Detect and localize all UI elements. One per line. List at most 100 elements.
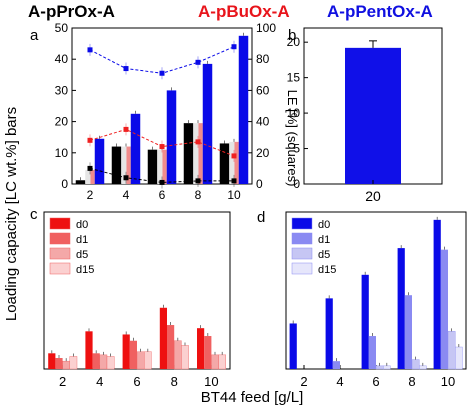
panel-c-bar bbox=[159, 307, 167, 369]
panel-d-bar bbox=[404, 295, 412, 369]
panel-c-legend-label: d5 bbox=[76, 249, 88, 261]
panel-b-ytick-label: 5 bbox=[293, 142, 300, 156]
panel-a-xtick-label: 10 bbox=[227, 188, 241, 202]
panel-c-bar bbox=[136, 351, 145, 370]
panel-a-bar-shade bbox=[198, 123, 203, 184]
header-label-pbuox: A-pBuOx-A bbox=[198, 2, 290, 21]
panel-d-bar bbox=[368, 336, 376, 369]
panel-d-bar bbox=[375, 365, 384, 370]
panel-d-legend-label: d0 bbox=[318, 219, 330, 231]
panel-d-xtick-label: 6 bbox=[372, 374, 379, 389]
panel-a-xtick-label: 2 bbox=[87, 188, 94, 202]
panel-a-ytick-label: 30 bbox=[55, 83, 69, 97]
panel-a-bar-shade bbox=[126, 146, 131, 184]
panel-d-bar bbox=[289, 323, 297, 369]
panel-a-y2-label: LE [%] (squares) bbox=[285, 90, 300, 187]
panel-d-bar bbox=[397, 248, 405, 369]
panel-b-xtick-label: 20 bbox=[365, 188, 381, 204]
panel-a-bar bbox=[130, 113, 141, 184]
panel-d-legend-swatch bbox=[291, 262, 313, 275]
panel-d-bar bbox=[361, 274, 369, 369]
panel-c-xtick-label: 2 bbox=[59, 374, 66, 389]
panel-c-xtick-label: 8 bbox=[171, 374, 178, 389]
panel-a-y2tick-label: 0 bbox=[256, 177, 263, 191]
panel-d-xtick-label: 2 bbox=[300, 374, 307, 389]
panel-a-bar bbox=[202, 63, 213, 184]
panel-a-bar bbox=[193, 123, 203, 184]
panel-a-y2tick-label: 20 bbox=[256, 146, 270, 160]
panel-a-bar bbox=[147, 149, 158, 184]
panel-d-legend-swatch bbox=[291, 217, 313, 230]
panel-c-legend-label: d1 bbox=[76, 234, 88, 246]
panel-d-legend-swatch bbox=[291, 232, 313, 245]
panel-a-y2tick-label: 80 bbox=[256, 52, 270, 66]
panel-d-bar bbox=[433, 219, 441, 369]
panel-c-bar bbox=[99, 354, 108, 370]
panel-a-bar-shade bbox=[234, 141, 239, 184]
panel-d-bar bbox=[332, 361, 340, 369]
panel-d-xtick-label: 4 bbox=[336, 374, 343, 389]
panel-a-letter: a bbox=[30, 27, 39, 44]
panel-a-ytick-label: 0 bbox=[61, 177, 68, 191]
panel-c-bar bbox=[48, 353, 56, 369]
panel-a-y2tick-label: 60 bbox=[256, 83, 270, 97]
panel-a-bar bbox=[229, 141, 239, 184]
panel-d-bar bbox=[419, 365, 427, 370]
panel-c-bar bbox=[106, 356, 115, 370]
panel-c-bar bbox=[69, 356, 78, 370]
panel-c-bar bbox=[211, 354, 219, 370]
panel-b-bar bbox=[345, 47, 401, 184]
panel-a-ytick-label: 50 bbox=[55, 21, 69, 35]
panel-a-bar bbox=[238, 35, 249, 184]
panel-c-bar bbox=[173, 340, 182, 370]
panel-a-y2tick-label: 100 bbox=[256, 21, 276, 35]
panel-c-bar bbox=[92, 353, 100, 369]
panel-b-letter: b bbox=[288, 27, 296, 44]
panel-a-ytick-label: 40 bbox=[55, 52, 69, 66]
panel-a-le-line bbox=[89, 167, 234, 183]
panel-d-bar bbox=[383, 365, 391, 370]
panel-a-bar bbox=[166, 90, 177, 184]
panel-c-legend-swatch bbox=[49, 232, 71, 245]
panel-a-bar-shade bbox=[90, 169, 95, 184]
panel-c-legend-label: d15 bbox=[76, 264, 94, 276]
x-axis-label: BT44 feed [g/L] bbox=[201, 389, 304, 406]
panel-a-bar bbox=[121, 146, 131, 184]
panel-c-legend-swatch bbox=[49, 247, 71, 260]
panel-a-bar bbox=[85, 169, 95, 184]
panel-d-legend-label: d1 bbox=[318, 234, 330, 246]
panel-d-xtick-label: 10 bbox=[441, 374, 455, 389]
panel-a-xtick-label: 8 bbox=[195, 188, 202, 202]
panel-a-bar bbox=[219, 143, 230, 184]
panel-a-ytick-label: 10 bbox=[55, 146, 69, 160]
panel-c-legend-swatch bbox=[49, 217, 71, 230]
panel-c-xtick-label: 10 bbox=[204, 374, 218, 389]
panel-c-bar bbox=[167, 325, 175, 369]
header-label-ppentox: A-pPentOx-A bbox=[327, 2, 433, 21]
panel-c-xtick-label: 4 bbox=[96, 374, 103, 389]
panel-d-bar bbox=[411, 359, 420, 370]
panel-b-ytick-label: 0 bbox=[293, 177, 300, 191]
panel-c-bar bbox=[181, 345, 189, 370]
panel-d-legend-swatch bbox=[291, 247, 313, 260]
panel-c-bar bbox=[62, 360, 70, 370]
panel-d-bar bbox=[440, 249, 448, 369]
panel-a-ytick-label: 20 bbox=[55, 115, 69, 129]
panel-d-legend-label: d15 bbox=[318, 264, 336, 276]
panel-d-legend-label: d5 bbox=[318, 249, 330, 261]
panel-a-bar bbox=[183, 123, 194, 184]
panel-d-bar bbox=[455, 346, 463, 370]
panel-b-ytick-label: 15 bbox=[287, 71, 301, 85]
panel-a-bar bbox=[111, 146, 122, 184]
panel-a-bar-shade bbox=[162, 149, 167, 184]
panel-c-legend-swatch bbox=[49, 262, 71, 275]
panel-d-bar bbox=[325, 298, 333, 369]
panel-c-letter: c bbox=[30, 206, 38, 223]
panel-c-legend-label: d0 bbox=[76, 219, 88, 231]
panel-c-bar bbox=[197, 328, 205, 369]
panel-c-bar bbox=[122, 334, 130, 369]
panel-a-bar bbox=[75, 180, 86, 184]
header-label-pprox: A-pPrOx-A bbox=[28, 2, 115, 21]
